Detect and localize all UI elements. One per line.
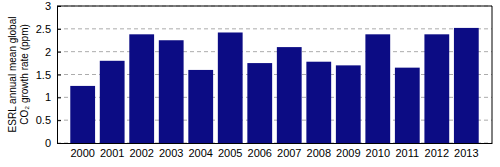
tick-label: 2009	[336, 147, 360, 159]
tick: 3	[45, 0, 61, 12]
tick-mark	[57, 29, 61, 30]
plot: 00.511.522.53200020012002200320042005200…	[36, 0, 493, 159]
bar	[424, 34, 449, 143]
tick-label: 2003	[159, 147, 183, 159]
tick-label: 1.5	[36, 69, 51, 81]
tick: 2006	[248, 143, 272, 159]
tick-mark	[57, 52, 61, 53]
tick-label: 2001	[100, 147, 124, 159]
tick: 2002	[129, 143, 153, 159]
tick: 2009	[336, 143, 360, 159]
tick: 2012	[425, 143, 449, 159]
tick: 2003	[159, 143, 183, 159]
bar	[306, 62, 331, 143]
y-axis-title-line: CO₂ growth rate (ppm)	[19, 24, 30, 125]
grid-line	[57, 28, 492, 29]
tick-label: 0.5	[36, 114, 51, 126]
tick-mark	[57, 120, 61, 121]
bar	[395, 68, 420, 143]
tick: 2	[45, 46, 61, 58]
axis-line	[58, 143, 493, 144]
tick: 2000	[70, 143, 94, 159]
grid	[57, 6, 492, 143]
y-axis-title: ESRL annual mean globalCO₂ growth rate (…	[7, 17, 30, 133]
tick-label: 3	[45, 0, 51, 12]
tick-mark	[57, 97, 61, 98]
tick-label: 2011	[395, 147, 419, 159]
tick: 2008	[307, 143, 331, 159]
tick-label: 2004	[188, 147, 212, 159]
tick-label: 2013	[454, 147, 478, 159]
tick: 0.5	[36, 114, 61, 126]
tick-label: 2002	[129, 147, 153, 159]
frame	[492, 6, 493, 143]
bar	[70, 86, 95, 143]
tick-label: 2005	[218, 147, 242, 159]
bar	[365, 34, 390, 143]
bar	[188, 70, 213, 143]
tick-label: 0	[45, 137, 51, 149]
y-axis-title-line: ESRL annual mean global	[7, 17, 18, 133]
bar	[247, 63, 272, 143]
tick: 2013	[454, 143, 478, 159]
bar	[218, 32, 243, 143]
x-axis: 2000 2001 2002 2003 2004 2005 2006 2007 2008 2009…	[58, 143, 493, 159]
tick: 1.5	[36, 69, 61, 81]
tick-label: 2	[45, 46, 51, 58]
tick: 2011	[395, 143, 419, 159]
tick: 2001	[100, 143, 124, 159]
bar	[100, 61, 125, 143]
tick: 1	[45, 91, 61, 103]
tick-label: 2006	[248, 147, 272, 159]
tick-mark	[57, 75, 61, 76]
tick-label: 2012	[425, 147, 449, 159]
y-axis: 0 0.5 1 1.5 2 2.5 3	[36, 0, 61, 149]
tick-label: 1	[45, 91, 51, 103]
bar	[129, 34, 154, 143]
tick: 2005	[218, 143, 242, 159]
bar	[454, 28, 479, 143]
grid-line	[57, 6, 492, 7]
tick-label: 2008	[307, 147, 331, 159]
tick-label: 2010	[366, 147, 390, 159]
tick-label: 2007	[277, 147, 301, 159]
bar	[159, 40, 184, 143]
bars	[70, 28, 478, 143]
tick: 2.5	[36, 23, 61, 35]
tick: 2010	[366, 143, 390, 159]
frame	[57, 6, 492, 7]
tick-label: 2000	[70, 147, 94, 159]
chart: 00.511.522.53200020012002200320042005200…	[0, 0, 500, 167]
tick: 2007	[277, 143, 301, 159]
tick: 2004	[188, 143, 212, 159]
bar	[277, 47, 302, 143]
bar	[336, 65, 361, 143]
tick-mark	[57, 6, 61, 7]
tick-label: 2.5	[36, 23, 51, 35]
